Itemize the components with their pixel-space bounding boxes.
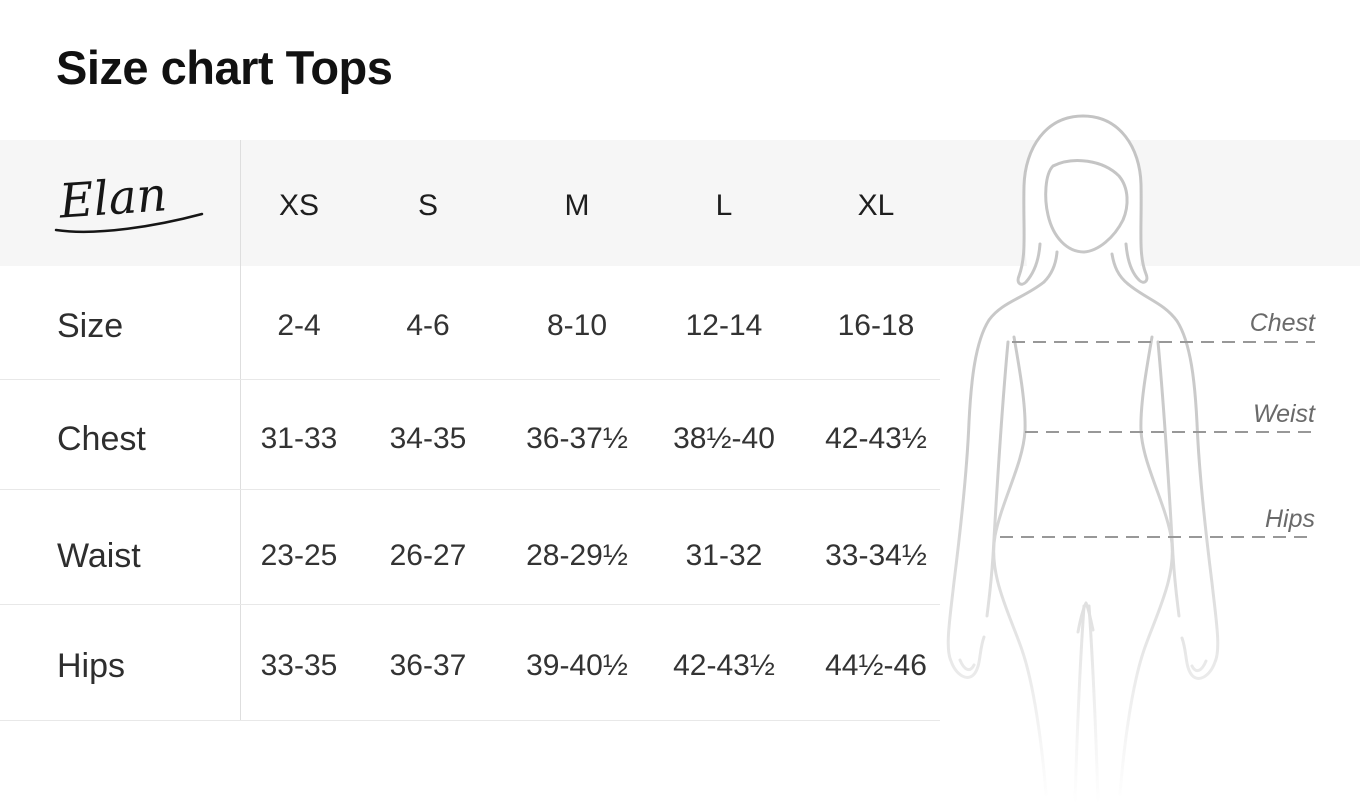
- column-header-s: S: [417, 189, 438, 222]
- table-cell: 38½-40: [673, 422, 775, 455]
- brand-logo: Elan: [52, 158, 212, 247]
- row-divider: [0, 720, 940, 721]
- table-cell: 34-35: [389, 422, 467, 455]
- row-label-waist: Waist: [57, 537, 141, 575]
- table-cell: 28-29½: [526, 539, 628, 572]
- column-header-xl: XL: [857, 189, 895, 222]
- brand-logo-text: Elan: [57, 167, 169, 229]
- table-cell: 42-43½: [825, 422, 927, 455]
- table-cell: 36-37: [389, 649, 467, 682]
- column-header-xs: XS: [278, 189, 320, 222]
- column-header-l: L: [715, 189, 733, 222]
- column-header-m: M: [564, 189, 590, 222]
- measure-label-chest: Chest: [1249, 309, 1315, 337]
- female-figure-illustration: [940, 104, 1360, 804]
- waist-measure-line: [1025, 431, 1315, 433]
- table-cell: 44½-46: [825, 649, 927, 682]
- row-label-size: Size: [57, 307, 124, 345]
- elan-logo-signature-icon: Elan: [54, 167, 204, 234]
- row-label-hips: Hips: [57, 647, 126, 685]
- table-cell: 4-6: [406, 309, 450, 342]
- table-cell: 42-43½: [673, 649, 775, 682]
- table-vertical-divider: [240, 140, 241, 721]
- hips-measure-line: [1000, 536, 1315, 538]
- table-cell: 26-27: [389, 539, 467, 572]
- table-cell: 23-25: [260, 539, 338, 572]
- chest-measure-line: [1012, 341, 1315, 343]
- table-cell: 16-18: [837, 309, 915, 342]
- measure-label-hips: Hips: [1264, 505, 1315, 533]
- female-body-outline-icon: [946, 114, 1220, 804]
- table-cell: 2-4: [277, 309, 321, 342]
- table-cell: 39-40½: [526, 649, 628, 682]
- table-cell: 33-34½: [825, 539, 927, 572]
- row-label-chest: Chest: [57, 420, 146, 458]
- measure-label-weist: Weist: [1252, 400, 1315, 428]
- row-divider: [0, 604, 940, 605]
- table-cell: 33-35: [260, 649, 338, 682]
- table-cell: 31-32: [685, 539, 763, 572]
- table-cell: 31-33: [260, 422, 338, 455]
- table-cell: 8-10: [546, 309, 608, 342]
- table-cell: 12-14: [685, 309, 763, 342]
- row-divider: [0, 379, 940, 380]
- page-title: Size chart Tops: [56, 41, 393, 94]
- table-cell: 36-37½: [526, 422, 628, 455]
- row-divider: [0, 489, 940, 490]
